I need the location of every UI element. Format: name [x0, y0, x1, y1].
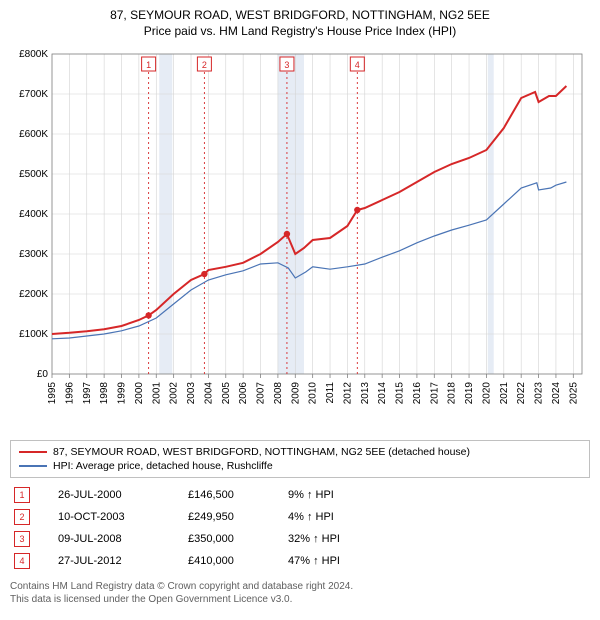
transaction-vs-hpi: 32% ↑ HPI: [288, 533, 398, 545]
transaction-price: £410,000: [188, 555, 288, 567]
svg-text:2006: 2006: [238, 382, 249, 405]
svg-text:1997: 1997: [82, 382, 93, 405]
svg-text:3: 3: [284, 60, 289, 70]
svg-text:1: 1: [146, 60, 151, 70]
legend-item: HPI: Average price, detached house, Rush…: [19, 459, 581, 473]
svg-text:2021: 2021: [499, 382, 510, 405]
svg-text:£800K: £800K: [19, 49, 48, 60]
transaction-price: £146,500: [188, 489, 288, 501]
svg-text:2017: 2017: [429, 382, 440, 405]
svg-text:2016: 2016: [412, 382, 423, 405]
transaction-date: 09-JUL-2008: [58, 533, 188, 545]
svg-text:2013: 2013: [360, 382, 371, 405]
svg-text:1995: 1995: [47, 382, 58, 405]
chart-area: £0 £100K £200K £300K £400K £500K £600K £700K £80…: [8, 44, 592, 434]
svg-text:£600K: £600K: [19, 129, 48, 140]
svg-text:2024: 2024: [551, 382, 562, 405]
transaction-vs-hpi: 47% ↑ HPI: [288, 555, 398, 567]
footer-line-2: This data is licensed under the Open Gov…: [10, 593, 590, 606]
transaction-price: £350,000: [188, 533, 288, 545]
svg-text:£0: £0: [37, 369, 49, 380]
svg-text:2010: 2010: [308, 382, 319, 405]
transaction-row: 3 09-JUL-2008£350,00032% ↑ HPI: [10, 528, 590, 550]
chart-title: 87, SEYMOUR ROAD, WEST BRIDGFORD, NOTTIN…: [8, 8, 592, 22]
svg-text:2004: 2004: [203, 382, 214, 405]
svg-text:2009: 2009: [290, 382, 301, 405]
transaction-date: 27-JUL-2012: [58, 555, 188, 567]
svg-text:2000: 2000: [134, 382, 145, 405]
transaction-vs-hpi: 9% ↑ HPI: [288, 489, 398, 501]
svg-text:2015: 2015: [395, 382, 406, 405]
transaction-marker: 4: [14, 553, 30, 569]
legend-swatch: [19, 465, 47, 467]
svg-text:£200K: £200K: [19, 289, 48, 300]
transaction-row: 1 26-JUL-2000£146,5009% ↑ HPI: [10, 484, 590, 506]
transaction-row: 2 10-OCT-2003£249,9504% ↑ HPI: [10, 506, 590, 528]
svg-text:£100K: £100K: [19, 329, 48, 340]
svg-text:2008: 2008: [273, 382, 284, 405]
svg-text:2003: 2003: [186, 382, 197, 405]
transaction-marker: 3: [14, 531, 30, 547]
transaction-marker: 1: [14, 487, 30, 503]
price-chart: £0 £100K £200K £300K £400K £500K £600K £700K £80…: [8, 44, 592, 434]
svg-text:£700K: £700K: [19, 89, 48, 100]
svg-text:1996: 1996: [64, 382, 75, 405]
transaction-vs-hpi: 4% ↑ HPI: [288, 511, 398, 523]
legend: 87, SEYMOUR ROAD, WEST BRIDGFORD, NOTTIN…: [10, 440, 590, 478]
svg-text:2014: 2014: [377, 382, 388, 405]
svg-text:2023: 2023: [534, 382, 545, 405]
svg-text:2019: 2019: [464, 382, 475, 405]
transaction-price: £249,950: [188, 511, 288, 523]
svg-text:2005: 2005: [221, 382, 232, 405]
svg-text:£500K: £500K: [19, 169, 48, 180]
transaction-row: 4 27-JUL-2012£410,00047% ↑ HPI: [10, 550, 590, 572]
svg-text:£300K: £300K: [19, 249, 48, 260]
svg-text:2002: 2002: [169, 382, 180, 405]
svg-text:2022: 2022: [516, 382, 527, 405]
svg-text:2001: 2001: [151, 382, 162, 405]
data-attribution: Contains HM Land Registry data © Crown c…: [10, 580, 590, 606]
transaction-table: 1 26-JUL-2000£146,5009% ↑ HPI 2 10-OCT-2003…: [10, 484, 590, 572]
svg-text:2011: 2011: [325, 382, 336, 404]
svg-text:2012: 2012: [342, 382, 353, 405]
legend-label: 87, SEYMOUR ROAD, WEST BRIDGFORD, NOTTIN…: [53, 446, 470, 458]
chart-subtitle: Price paid vs. HM Land Registry's House …: [8, 24, 592, 38]
transaction-date: 26-JUL-2000: [58, 489, 188, 501]
svg-text:2020: 2020: [481, 382, 492, 405]
footer-line-1: Contains HM Land Registry data © Crown c…: [10, 580, 590, 593]
svg-text:1998: 1998: [99, 382, 110, 405]
svg-text:£400K: £400K: [19, 209, 48, 220]
svg-text:2018: 2018: [447, 382, 458, 405]
svg-text:2007: 2007: [256, 382, 267, 405]
svg-text:2: 2: [202, 60, 207, 70]
svg-text:4: 4: [355, 60, 360, 70]
legend-swatch: [19, 451, 47, 453]
svg-text:2025: 2025: [568, 382, 579, 405]
transaction-marker: 2: [14, 509, 30, 525]
svg-text:1999: 1999: [117, 382, 128, 405]
transaction-date: 10-OCT-2003: [58, 511, 188, 523]
legend-item: 87, SEYMOUR ROAD, WEST BRIDGFORD, NOTTIN…: [19, 445, 581, 459]
legend-label: HPI: Average price, detached house, Rush…: [53, 460, 273, 472]
